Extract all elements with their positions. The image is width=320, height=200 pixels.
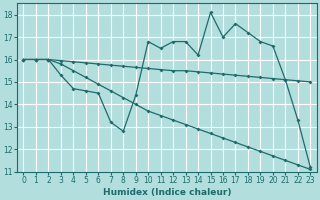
X-axis label: Humidex (Indice chaleur): Humidex (Indice chaleur) [103,188,231,197]
